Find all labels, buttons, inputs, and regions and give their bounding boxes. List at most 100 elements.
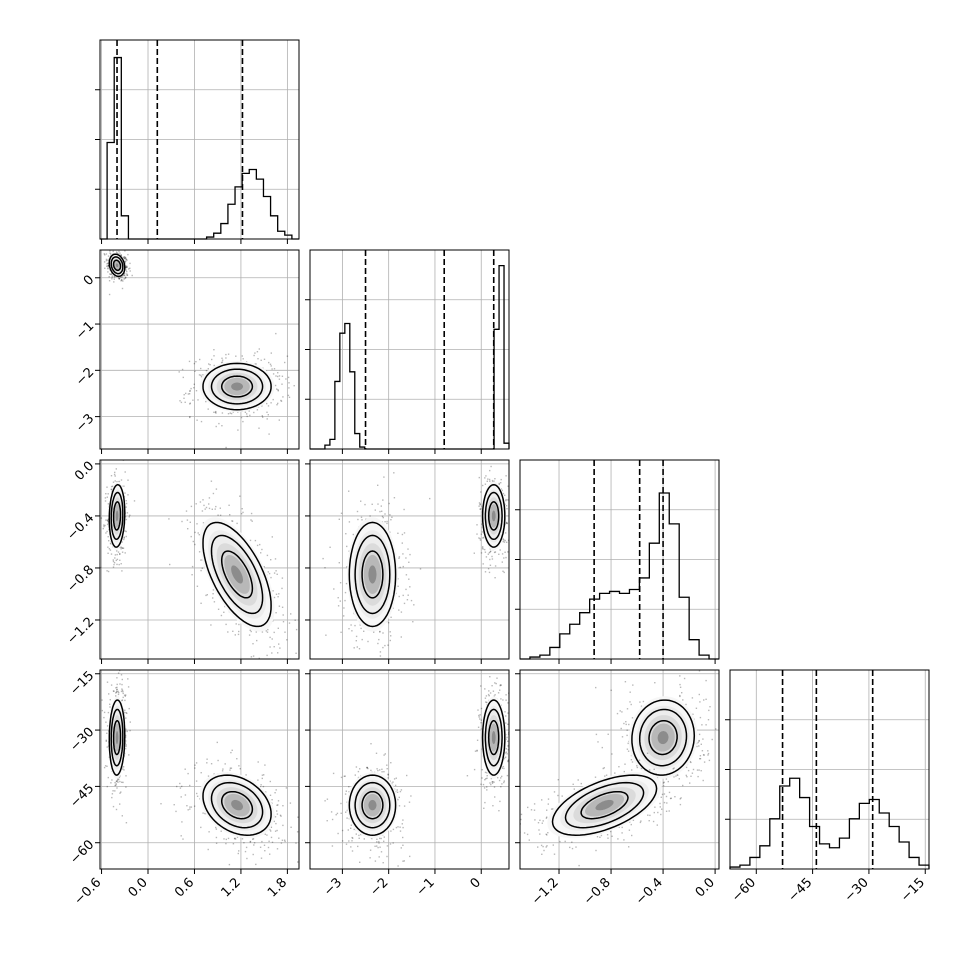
sample-point — [502, 540, 504, 543]
sample-point — [190, 505, 193, 508]
sample-point — [236, 758, 238, 760]
sample-point — [384, 521, 386, 523]
sample-point — [491, 685, 493, 687]
sample-point — [108, 276, 110, 278]
sample-point — [125, 775, 127, 777]
sample-point — [489, 551, 491, 553]
sample-point — [505, 499, 507, 502]
sample-point — [194, 543, 196, 546]
sample-point — [498, 810, 500, 812]
sample-point — [221, 361, 224, 363]
sample-point — [346, 545, 348, 548]
sample-point — [285, 787, 288, 789]
sample-point — [503, 541, 506, 543]
sample-point — [202, 499, 204, 501]
sample-point — [493, 480, 495, 482]
sample-point — [263, 566, 265, 568]
sample-point — [120, 254, 122, 256]
contour-line — [361, 790, 384, 820]
sample-point — [109, 549, 112, 551]
sample-point — [220, 361, 223, 364]
sample-point — [303, 637, 304, 638]
sample-point — [492, 481, 494, 483]
sample-point — [123, 536, 125, 538]
sample-point — [106, 263, 108, 265]
sample-point — [332, 772, 335, 775]
sample-point — [489, 564, 492, 566]
sample-point — [107, 522, 110, 524]
sample-point — [370, 743, 372, 745]
sample-point — [106, 486, 108, 488]
sample-point — [243, 842, 245, 844]
sample-point — [241, 838, 244, 840]
sample-point — [382, 632, 384, 634]
sample-point — [351, 840, 353, 842]
sample-point — [176, 785, 178, 788]
sample-point — [378, 840, 380, 843]
sample-point — [626, 748, 629, 750]
sample-point — [187, 393, 190, 395]
sample-point — [201, 567, 203, 569]
sample-point — [124, 699, 126, 702]
sample-point — [173, 804, 175, 806]
sample-point — [405, 574, 408, 576]
sample-point — [383, 771, 385, 773]
sample-point — [513, 772, 514, 773]
sample-point — [409, 586, 411, 588]
sample-point — [187, 772, 189, 775]
sample-point — [189, 808, 191, 810]
sample-point — [389, 780, 391, 782]
sample-point — [107, 536, 109, 538]
sample-point — [270, 836, 273, 839]
sample-point — [113, 473, 116, 476]
sample-point — [378, 638, 380, 641]
sample-point — [371, 837, 373, 840]
sample-point — [295, 652, 297, 654]
sample-point — [377, 484, 379, 486]
sample-point — [389, 639, 391, 642]
sample-point — [484, 697, 487, 699]
sample-point — [121, 570, 123, 572]
sample-point — [111, 793, 114, 795]
sample-point — [358, 837, 360, 839]
density-fill — [491, 731, 496, 745]
sample-point — [344, 599, 346, 602]
sample-point — [474, 750, 477, 752]
sample-point — [234, 838, 237, 840]
sample-point — [386, 520, 388, 523]
sample-point — [493, 781, 495, 783]
sample-point — [126, 712, 128, 714]
sample-point — [229, 514, 231, 516]
sample-point — [175, 810, 177, 813]
sample-point — [266, 418, 268, 420]
sample-point — [276, 810, 278, 812]
sample-point — [110, 553, 113, 555]
sample-point — [513, 509, 514, 510]
sample-point — [122, 547, 124, 549]
sample-point — [196, 419, 198, 421]
sample-point — [277, 389, 279, 391]
histogram-panel: −60 −45 −30 −15 — [725, 669, 930, 905]
sample-point — [264, 850, 266, 852]
sample-point — [120, 546, 122, 548]
sample-point — [220, 830, 222, 832]
sample-point — [419, 568, 422, 570]
sample-point — [286, 639, 288, 641]
sample-point — [270, 826, 273, 828]
sample-point — [108, 293, 111, 296]
sample-point — [124, 257, 126, 259]
sample-point — [715, 728, 717, 730]
sample-point — [223, 838, 225, 840]
sample-point — [110, 543, 112, 545]
sample-point — [224, 763, 226, 765]
sample-point — [126, 730, 128, 733]
sample-point — [274, 830, 277, 832]
sample-point — [189, 416, 191, 419]
sample-point — [482, 484, 484, 487]
sample-point — [639, 701, 641, 703]
sample-point — [279, 647, 281, 649]
sample-point — [126, 274, 129, 276]
sample-point — [169, 563, 171, 566]
sample-point — [215, 842, 218, 844]
sample-point — [287, 376, 290, 379]
